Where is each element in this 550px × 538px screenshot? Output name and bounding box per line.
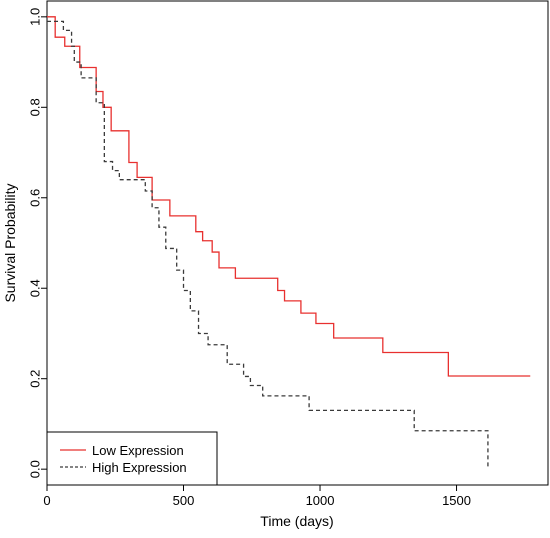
x-tick-label-2: 1000 [306,493,335,508]
legend: Low Expression High Expression [46,431,218,486]
y-tick-label-0: 0.0 [27,460,42,478]
y-axis-label: Survival Probability [2,183,18,302]
legend-label-high-expression: High Expression [92,460,187,475]
series-layer [47,16,531,470]
x-tick-label-1: 500 [173,493,195,508]
y-tick-label-2: 0.4 [27,279,42,297]
y-tick-label-4: 0.8 [27,98,42,116]
plot-frame [46,0,549,486]
x-tick-label-3: 1500 [442,493,471,508]
series-line-low-expression [47,16,531,377]
x-axis: 0 500 1000 1500 [43,485,471,508]
legend-label-low-expression: Low Expression [92,443,184,458]
y-tick-label-3: 0.6 [27,189,42,207]
x-tick-label-0: 0 [43,493,50,508]
legend-box [46,431,218,486]
y-axis: 0.0 0.2 0.4 0.6 0.8 1.0 [27,8,47,478]
x-axis-label: Time (days) [260,513,333,529]
series-line-high-expression [47,20,489,470]
y-tick-label-5: 1.0 [27,8,42,26]
y-tick-label-1: 0.2 [27,370,42,388]
